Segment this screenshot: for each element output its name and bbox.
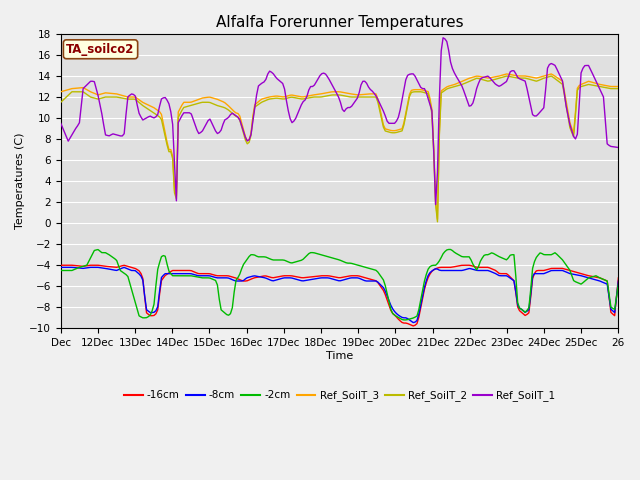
Y-axis label: Temperatures (C): Temperatures (C) bbox=[15, 133, 25, 229]
Text: TA_soilco2: TA_soilco2 bbox=[67, 43, 134, 56]
X-axis label: Time: Time bbox=[326, 351, 353, 361]
Title: Alfalfa Forerunner Temperatures: Alfalfa Forerunner Temperatures bbox=[216, 15, 463, 30]
Legend: -16cm, -8cm, -2cm, Ref_SoilT_3, Ref_SoilT_2, Ref_SoilT_1: -16cm, -8cm, -2cm, Ref_SoilT_3, Ref_Soil… bbox=[120, 386, 559, 406]
